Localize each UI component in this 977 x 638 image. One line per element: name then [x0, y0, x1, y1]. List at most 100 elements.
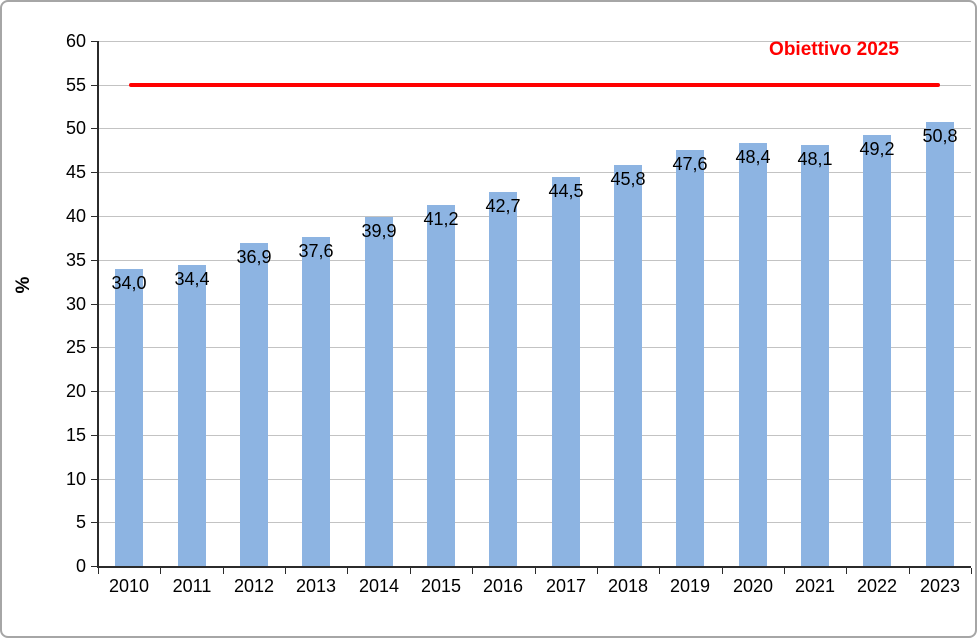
x-tick-label: 2023: [919, 576, 961, 596]
x-tick-label: 2022: [856, 576, 898, 596]
gridline: [98, 128, 971, 129]
y-tick-mark: [91, 347, 97, 348]
bar-value-label: 50,8: [922, 126, 958, 146]
target-line: [129, 83, 940, 87]
y-axis-title: %: [13, 276, 34, 294]
y-tick-label: 25: [65, 337, 86, 357]
x-tick-label: 2012: [233, 576, 275, 596]
bar-2021: [801, 145, 829, 566]
bar-value-label: 48,4: [735, 147, 771, 167]
x-tick-label: 2015: [420, 576, 462, 596]
x-tick-label: 2011: [172, 576, 212, 596]
bar-value-label: 44,5: [548, 181, 584, 201]
bar-2010: [115, 269, 143, 567]
y-tick-mark: [91, 435, 97, 436]
bar-value-label: 34,0: [111, 273, 147, 293]
bar-2022: [863, 135, 891, 566]
y-tick-mark: [91, 172, 97, 173]
x-tick-label: 2013: [295, 576, 337, 596]
x-tick-mark: [659, 568, 660, 574]
bar-value-label: 45,8: [610, 169, 646, 189]
y-tick-mark: [91, 260, 97, 261]
y-tick-label: 30: [65, 294, 86, 314]
y-tick-label: 15: [65, 425, 86, 445]
gridline: [98, 304, 971, 305]
gridline: [98, 391, 971, 392]
y-tick-mark: [91, 522, 97, 523]
bar-2018: [614, 165, 642, 566]
y-tick-label: 55: [65, 75, 86, 95]
bar-value-label: 49,2: [859, 139, 895, 159]
x-tick-mark: [722, 568, 723, 574]
bar-value-label: 34,4: [174, 269, 210, 289]
x-tick-mark: [410, 568, 411, 574]
y-tick-label: 35: [65, 250, 86, 270]
bar-2013: [302, 237, 330, 566]
x-tick-label: 2020: [732, 576, 774, 596]
bar-value-label: 41,2: [423, 209, 459, 229]
y-tick-label: 20: [65, 381, 86, 401]
x-tick-mark: [347, 568, 348, 574]
x-tick-mark: [98, 568, 99, 574]
y-tick-label: 50: [65, 118, 86, 138]
y-tick-mark: [91, 566, 97, 567]
bar-2023: [926, 122, 954, 566]
gridline: [98, 260, 971, 261]
x-tick-label: 2019: [669, 576, 711, 596]
x-tick-mark: [846, 568, 847, 574]
gridline: [98, 435, 971, 436]
bar-2014: [365, 217, 393, 566]
bar-2011: [178, 265, 206, 566]
x-tick-mark: [971, 568, 972, 574]
gridline: [98, 216, 971, 217]
y-tick-label: 40: [65, 206, 86, 226]
x-tick-label: 2010: [108, 576, 150, 596]
bar-value-label: 37,6: [298, 241, 334, 261]
y-tick-mark: [91, 128, 97, 129]
bar-2015: [427, 205, 455, 566]
bar-value-label: 42,7: [485, 196, 521, 216]
x-tick-mark: [472, 568, 473, 574]
x-tick-label: 2018: [607, 576, 649, 596]
bar-2019: [676, 150, 704, 567]
gridline: [98, 41, 971, 42]
y-tick-mark: [91, 391, 97, 392]
y-tick-label: 45: [65, 162, 86, 182]
gridline: [98, 172, 971, 173]
y-axis-line: [97, 41, 99, 568]
x-tick-mark: [535, 568, 536, 574]
bar-2020: [739, 143, 767, 567]
y-tick-mark: [91, 479, 97, 480]
x-tick-mark: [597, 568, 598, 574]
bar-value-label: 48,1: [797, 149, 833, 169]
x-tick-mark: [784, 568, 785, 574]
x-tick-mark: [909, 568, 910, 574]
y-tick-mark: [91, 85, 97, 86]
x-tick-label: 2017: [545, 576, 587, 596]
y-tick-label: 60: [65, 31, 86, 51]
x-tick-label: 2021: [794, 576, 836, 596]
x-tick-mark: [160, 568, 161, 574]
gridline: [98, 479, 971, 480]
x-tick-mark: [285, 568, 286, 574]
y-tick-mark: [91, 304, 97, 305]
bar-value-label: 47,6: [672, 154, 708, 174]
target-line-label: Obiettivo 2025: [769, 39, 899, 60]
bar-2017: [552, 177, 580, 566]
bar-2012: [240, 243, 268, 566]
bar-2016: [489, 192, 517, 566]
y-tick-label: 5: [75, 512, 86, 532]
y-tick-label: 0: [75, 556, 86, 576]
x-axis-line: [97, 566, 971, 568]
y-tick-mark: [91, 41, 97, 42]
x-tick-label: 2014: [358, 576, 400, 596]
y-tick-mark: [91, 216, 97, 217]
x-tick-mark: [223, 568, 224, 574]
bar-value-label: 36,9: [236, 247, 272, 267]
x-tick-label: 2016: [482, 576, 524, 596]
gridline: [98, 522, 971, 523]
bar-value-label: 39,9: [361, 221, 397, 241]
gridline: [98, 347, 971, 348]
y-tick-label: 10: [65, 469, 86, 489]
